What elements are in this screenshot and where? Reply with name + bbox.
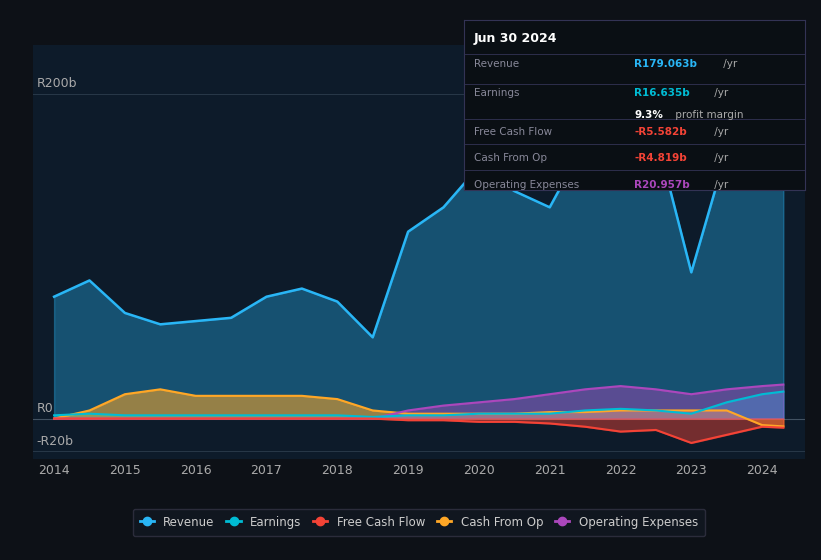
Text: Cash From Op: Cash From Op [474, 153, 547, 163]
Text: R16.635b: R16.635b [635, 88, 690, 98]
Text: profit margin: profit margin [672, 110, 744, 120]
Text: Free Cash Flow: Free Cash Flow [474, 127, 553, 137]
Text: Revenue: Revenue [474, 59, 519, 69]
Text: R20.957b: R20.957b [635, 180, 690, 190]
Text: R0: R0 [36, 402, 53, 416]
Text: -R20b: -R20b [36, 435, 73, 448]
Legend: Revenue, Earnings, Free Cash Flow, Cash From Op, Operating Expenses: Revenue, Earnings, Free Cash Flow, Cash … [132, 509, 705, 536]
Text: R179.063b: R179.063b [635, 59, 697, 69]
Text: 9.3%: 9.3% [635, 110, 663, 120]
Text: -R4.819b: -R4.819b [635, 153, 687, 163]
Text: -R5.582b: -R5.582b [635, 127, 687, 137]
Text: Operating Expenses: Operating Expenses [474, 180, 580, 190]
Text: R200b: R200b [36, 77, 77, 90]
Text: /yr: /yr [710, 153, 727, 163]
Text: /yr: /yr [710, 180, 727, 190]
Text: /yr: /yr [710, 88, 727, 98]
Text: /yr: /yr [710, 127, 727, 137]
Text: /yr: /yr [720, 59, 737, 69]
Text: Earnings: Earnings [474, 88, 520, 98]
Text: Jun 30 2024: Jun 30 2024 [474, 31, 557, 45]
